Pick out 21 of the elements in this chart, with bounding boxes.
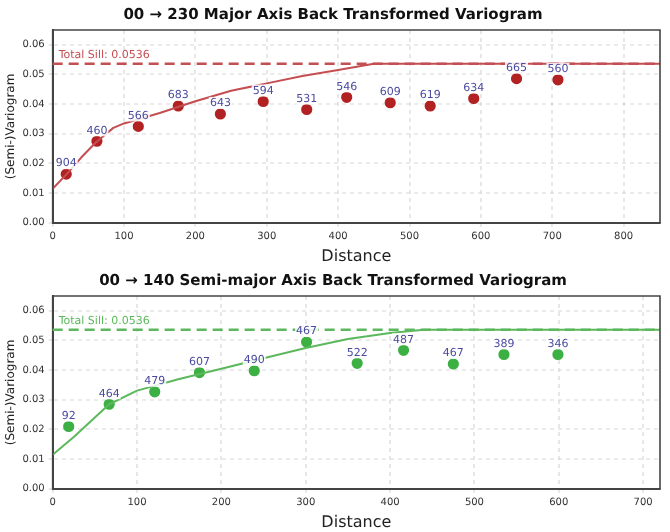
point [447,358,459,370]
point [248,365,260,377]
point [397,344,410,356]
point [341,91,353,103]
x-axis-title: Distance [321,246,392,265]
point [498,348,510,361]
point [424,100,436,112]
point [468,92,480,105]
point [384,97,396,109]
point [214,108,226,120]
point [257,95,269,108]
point [149,386,161,398]
point [63,420,75,433]
point [510,73,523,85]
point [552,348,564,361]
point [300,336,313,348]
point [132,120,144,132]
point [301,103,313,116]
point [552,74,564,86]
point [351,357,363,369]
x-axis-title: Distance [321,512,392,531]
